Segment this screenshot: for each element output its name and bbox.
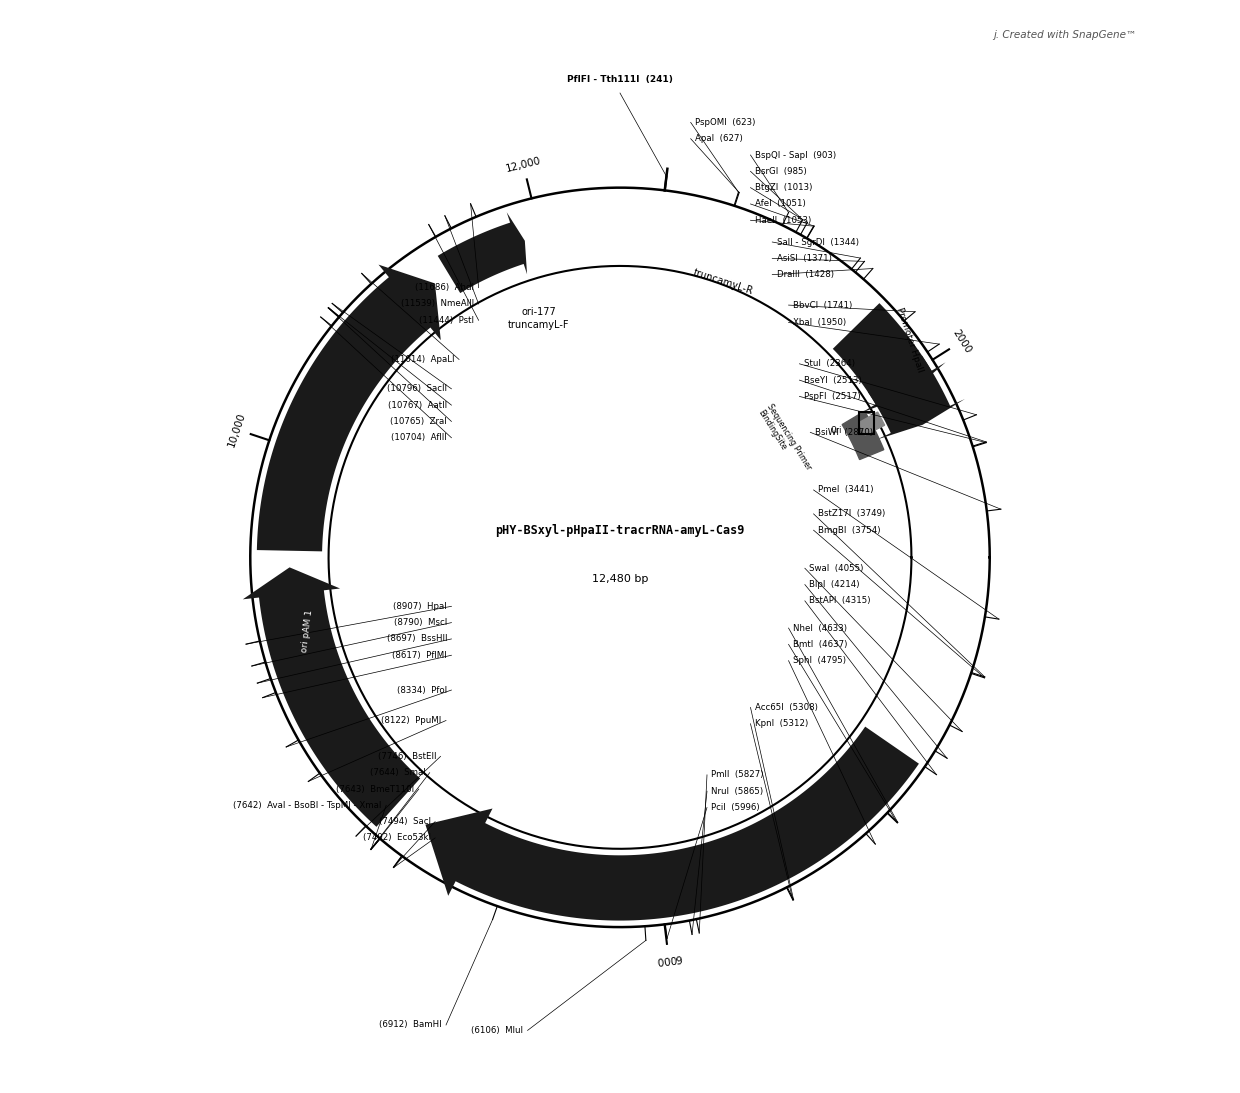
Text: PspOMI  (623): PspOMI (623) <box>696 118 755 127</box>
Text: PciI  (5996): PciI (5996) <box>712 803 760 812</box>
Text: (8697)  BssHII: (8697) BssHII <box>387 634 448 644</box>
Text: Cas9: Cas9 <box>732 954 758 965</box>
Text: DraIII  (1428): DraIII (1428) <box>776 270 833 279</box>
Text: 2000: 2000 <box>951 328 973 355</box>
Text: 6000: 6000 <box>655 952 682 965</box>
Text: PflFI - Tth111I  (241): PflFI - Tth111I (241) <box>567 75 673 84</box>
Text: (8617)  PflMI: (8617) PflMI <box>392 650 448 660</box>
Text: BmgBI  (3754): BmgBI (3754) <box>818 526 880 534</box>
Text: (8122)  PpuMI: (8122) PpuMI <box>382 716 441 725</box>
Text: (11444)  PstI: (11444) PstI <box>419 316 474 325</box>
Text: BseYI  (2513): BseYI (2513) <box>804 376 862 385</box>
Text: (8334)  PfoI: (8334) PfoI <box>397 685 448 694</box>
Text: PmlI  (5827): PmlI (5827) <box>712 771 764 779</box>
Text: BspQI - SapI  (903): BspQI - SapI (903) <box>755 151 836 160</box>
Text: AsiSI  (1371): AsiSI (1371) <box>776 254 832 262</box>
Text: (10765)  ZraI: (10765) ZraI <box>391 416 448 426</box>
Text: BsrGI  (985): BsrGI (985) <box>755 167 806 176</box>
Text: (7644)  SmaI: (7644) SmaI <box>370 768 425 777</box>
Text: truncamyL-R: truncamyL-R <box>692 268 755 296</box>
Text: (6912)  BamHI: (6912) BamHI <box>379 1021 441 1030</box>
Text: ori pAM 1: ori pAM 1 <box>300 610 314 654</box>
Text: XbaI  (1950): XbaI (1950) <box>792 318 846 327</box>
Text: Acc65I  (5308): Acc65I (5308) <box>755 703 817 712</box>
Polygon shape <box>858 412 884 435</box>
Text: PspFI  (2517): PspFI (2517) <box>804 392 861 401</box>
Polygon shape <box>257 265 440 551</box>
Text: 10,000: 10,000 <box>226 411 247 448</box>
Text: (6106)  MluI: (6106) MluI <box>471 1026 523 1035</box>
Polygon shape <box>833 303 946 413</box>
Text: BbvCI  (1741): BbvCI (1741) <box>792 301 852 309</box>
Text: (11014)  ApaLI: (11014) ApaLI <box>391 355 455 364</box>
Text: BstAPI  (4315): BstAPI (4315) <box>810 597 870 606</box>
Text: 12,480 bp: 12,480 bp <box>591 574 649 584</box>
Text: BsiWI  (2870): BsiWI (2870) <box>815 427 873 437</box>
Polygon shape <box>842 411 884 459</box>
Text: 12,000: 12,000 <box>505 155 542 174</box>
Polygon shape <box>250 188 990 927</box>
Text: pHY-BSxyl-pHpaII-tracrRNA-amyL-Cas9: pHY-BSxyl-pHpaII-tracrRNA-amyL-Cas9 <box>495 524 745 537</box>
Text: SwaI  (4055): SwaI (4055) <box>810 564 863 573</box>
Text: Sequencing Primer
BindingSite: Sequencing Primer BindingSite <box>756 402 813 478</box>
Text: (8790)  MscI: (8790) MscI <box>394 619 448 627</box>
Text: NruI  (5865): NruI (5865) <box>712 787 764 796</box>
Text: (7492)  Eco53kI: (7492) Eco53kI <box>363 834 430 843</box>
Text: (10796)  SacII: (10796) SacII <box>387 385 448 393</box>
Polygon shape <box>425 727 919 920</box>
Text: AfeI  (1051): AfeI (1051) <box>755 199 806 209</box>
Polygon shape <box>243 567 420 826</box>
Text: (10767)  AatII: (10767) AatII <box>388 401 448 410</box>
Text: ј. Created with SnapGene™: ј. Created with SnapGene™ <box>993 30 1137 40</box>
Text: (11539)  NmeAIII: (11539) NmeAIII <box>402 299 474 308</box>
Polygon shape <box>868 355 965 439</box>
Polygon shape <box>438 212 527 293</box>
Text: (7494)  SacI: (7494) SacI <box>378 818 430 826</box>
Text: Ori: Ori <box>831 426 842 435</box>
Text: (10704)  AflII: (10704) AflII <box>392 433 448 443</box>
Text: BstZ17I  (3749): BstZ17I (3749) <box>818 509 885 518</box>
Text: (11686)  AhdI: (11686) AhdI <box>415 283 474 292</box>
Text: BmtI  (4637): BmtI (4637) <box>792 639 847 649</box>
Text: Promoter HpaII: Promoter HpaII <box>895 306 925 374</box>
Text: HaeII  (1053): HaeII (1053) <box>755 215 811 225</box>
Text: ApaI  (627): ApaI (627) <box>696 134 743 143</box>
Text: BlpI  (4214): BlpI (4214) <box>810 580 859 589</box>
Text: BtgZI  (1013): BtgZI (1013) <box>755 184 812 192</box>
Text: (8907)  HpaI: (8907) HpaI <box>393 602 448 611</box>
Text: ori-177
truncamyL-F: ori-177 truncamyL-F <box>507 306 569 330</box>
Text: (7643)  BmeT110I: (7643) BmeT110I <box>336 785 414 794</box>
Text: NheI  (4633): NheI (4633) <box>792 624 847 633</box>
Text: SphI  (4795): SphI (4795) <box>792 656 846 666</box>
Text: (7642)  AvaI - BsoBI - TspMI - XmaI: (7642) AvaI - BsoBI - TspMI - XmaI <box>233 801 382 810</box>
Text: SalI - SgrDI  (1344): SalI - SgrDI (1344) <box>776 237 858 247</box>
Text: PmeI  (3441): PmeI (3441) <box>818 485 873 494</box>
Text: KpnI  (5312): KpnI (5312) <box>755 719 808 728</box>
Text: (7746)  BstEII: (7746) BstEII <box>378 752 436 761</box>
Text: StuI  (2364): StuI (2364) <box>804 360 854 368</box>
